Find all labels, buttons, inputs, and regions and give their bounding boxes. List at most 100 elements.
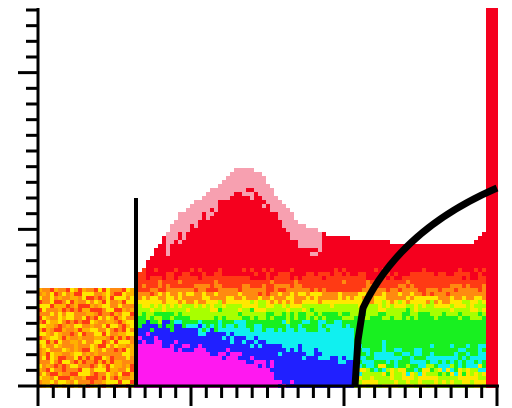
- heatmap-cell: [158, 324, 162, 328]
- heatmap-cell: [282, 308, 286, 312]
- heatmap-cell: [254, 176, 258, 180]
- heatmap-cell: [222, 188, 226, 192]
- heatmap-cell: [142, 352, 146, 356]
- heatmap-cell: [226, 208, 230, 212]
- heatmap-cell: [490, 288, 494, 292]
- heatmap-cell: [206, 372, 210, 376]
- heatmap-cell: [230, 256, 234, 260]
- heatmap-cell: [186, 356, 190, 360]
- heatmap-cell: [234, 308, 238, 312]
- heatmap-cell: [438, 364, 442, 368]
- heatmap-cell: [246, 292, 250, 296]
- heatmap-cell: [314, 372, 318, 376]
- heatmap-cell: [178, 324, 182, 328]
- heatmap-cell: [378, 308, 382, 312]
- heatmap-cell: [442, 264, 446, 268]
- heatmap-cell: [462, 308, 466, 312]
- heatmap-cell: [350, 300, 354, 304]
- heatmap-cell: [330, 264, 334, 268]
- heatmap-cell: [274, 252, 278, 256]
- heatmap-cell: [398, 376, 402, 380]
- heatmap-cell: [94, 348, 98, 352]
- heatmap-cell: [210, 276, 214, 280]
- heatmap-cell: [62, 328, 66, 332]
- heatmap-cell: [434, 316, 438, 320]
- heatmap-cell: [202, 196, 206, 200]
- heatmap-cell: [174, 256, 178, 260]
- heatmap-cell: [214, 244, 218, 248]
- heatmap-cell: [242, 232, 246, 236]
- heatmap-cell: [290, 376, 294, 380]
- heatmap-cell: [350, 272, 354, 276]
- heatmap-cell: [470, 284, 474, 288]
- heatmap-cell: [310, 364, 314, 368]
- heatmap-cell: [262, 192, 266, 196]
- heatmap-cell: [318, 308, 322, 312]
- heatmap-cell: [110, 344, 114, 348]
- heatmap-cell: [390, 284, 394, 288]
- heatmap-cell: [122, 352, 126, 356]
- heatmap-cell: [390, 344, 394, 348]
- heatmap-cell: [162, 268, 166, 272]
- heatmap-cell: [198, 360, 202, 364]
- heatmap-cell: [338, 296, 342, 300]
- heatmap-cell: [234, 300, 238, 304]
- heatmap-cell: [162, 328, 166, 332]
- heatmap-cell: [182, 364, 186, 368]
- heatmap-cell: [490, 120, 494, 124]
- heatmap-cell: [150, 320, 154, 324]
- heatmap-cell: [46, 356, 50, 360]
- heatmap-cell: [442, 272, 446, 276]
- heatmap-cell: [202, 216, 206, 220]
- heatmap-cell: [174, 240, 178, 244]
- heatmap-cell: [74, 320, 78, 324]
- heatmap-cell: [490, 48, 494, 52]
- heatmap-cell: [314, 288, 318, 292]
- heatmap-cell: [270, 240, 274, 244]
- heatmap-cell: [462, 372, 466, 376]
- heatmap-cell: [150, 312, 154, 316]
- heatmap-cell: [142, 296, 146, 300]
- heatmap-cell: [166, 336, 170, 340]
- heatmap-cell: [270, 324, 274, 328]
- heatmap-cell: [494, 256, 498, 260]
- heatmap-cell: [238, 216, 242, 220]
- heatmap-cell: [470, 376, 474, 380]
- heatmap-cell: [442, 340, 446, 344]
- heatmap-cell: [450, 372, 454, 376]
- heatmap-cell: [370, 268, 374, 272]
- heatmap-cell: [482, 288, 486, 292]
- heatmap-cell: [90, 332, 94, 336]
- heatmap-cell: [210, 308, 214, 312]
- heatmap-cell: [214, 236, 218, 240]
- heatmap-cell: [306, 328, 310, 332]
- heatmap-cell: [234, 284, 238, 288]
- heatmap-cell: [342, 276, 346, 280]
- heatmap-cell: [314, 368, 318, 372]
- heatmap-cell: [418, 352, 422, 356]
- heatmap-cell: [298, 240, 302, 244]
- heatmap-cell: [322, 348, 326, 352]
- heatmap-cell: [222, 340, 226, 344]
- heatmap-cell: [422, 308, 426, 312]
- heatmap-cell: [146, 268, 150, 272]
- heatmap-cell: [218, 236, 222, 240]
- heatmap-cell: [178, 304, 182, 308]
- heatmap-cell: [322, 328, 326, 332]
- heatmap-cell: [226, 296, 230, 300]
- heatmap-cell: [62, 364, 66, 368]
- heatmap-cell: [458, 256, 462, 260]
- heatmap-cell: [490, 28, 494, 32]
- heatmap-cell: [234, 236, 238, 240]
- heatmap-cell: [486, 228, 490, 232]
- heatmap-cell: [314, 380, 318, 384]
- heatmap-cell: [178, 216, 182, 220]
- heatmap-cell: [418, 376, 422, 380]
- heatmap-cell: [78, 304, 82, 308]
- heatmap-cell: [334, 328, 338, 332]
- heatmap-cell: [342, 372, 346, 376]
- heatmap-cell: [354, 252, 358, 256]
- heatmap-cell: [254, 328, 258, 332]
- heatmap-cell: [326, 360, 330, 364]
- heatmap-cell: [494, 324, 498, 328]
